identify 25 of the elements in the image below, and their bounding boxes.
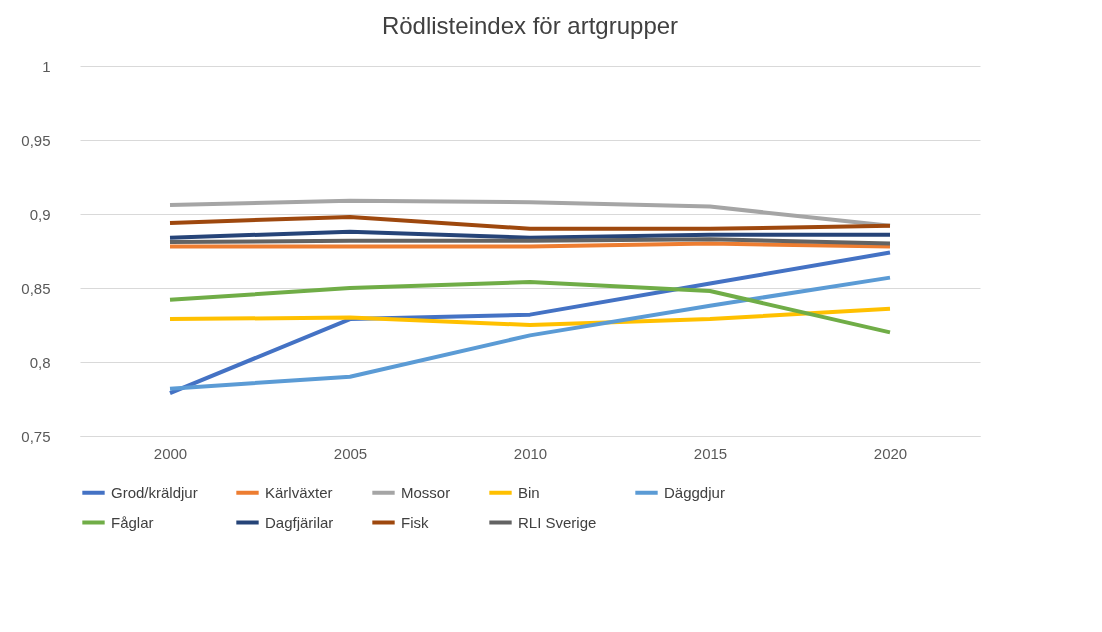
line-series (168, 280, 892, 335)
x-tick-label: 2020 (873, 444, 908, 462)
line-series (168, 214, 892, 231)
legend-label: Kärlväxter (265, 483, 333, 501)
y-tick-label: 1 (42, 57, 51, 75)
legend-label: Däggdjur (664, 483, 725, 501)
chart-title: Rödlisteindex för artgrupper (381, 12, 679, 39)
legend-label: Dagfjärilar (265, 513, 334, 531)
line-series (168, 306, 892, 327)
x-tick-label: 2015 (693, 444, 728, 462)
legend-label: RLI Sverige (518, 513, 597, 531)
legend-label: Grod/kräldjur (111, 483, 198, 501)
x-tick-label: 2010 (513, 444, 548, 462)
legend-label: Fåglar (111, 513, 154, 531)
legend-label: Bin (518, 483, 540, 501)
legend-label: Fisk (401, 513, 429, 531)
y-tick-label: 0,8 (29, 353, 51, 371)
x-tick-label: 2005 (333, 444, 368, 462)
x-tick-label: 2000 (153, 444, 188, 462)
y-tick-label: 0,85 (21, 279, 51, 297)
y-tick-label: 0,95 (21, 131, 51, 149)
y-tick-label: 0,75 (21, 427, 51, 445)
y-tick-label: 0,9 (29, 205, 51, 223)
line-series (168, 275, 892, 391)
legend-label: Mossor (401, 483, 451, 501)
